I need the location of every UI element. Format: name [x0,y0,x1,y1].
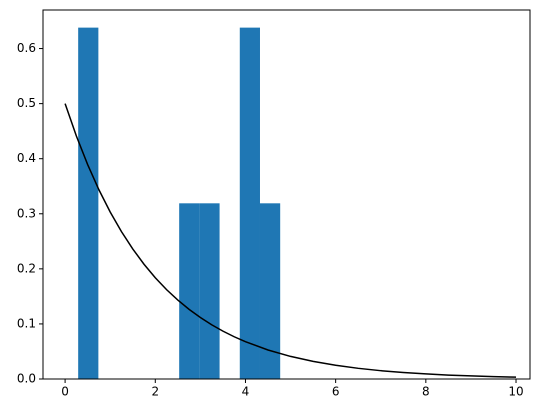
histogram-bar [239,27,260,380]
y-tick-label: 0.0 [17,372,36,386]
y-tick-label: 0.6 [17,41,36,55]
x-tick-label: 8 [422,385,430,399]
x-tick-label: 6 [332,385,340,399]
y-tick-label: 0.2 [17,261,36,275]
histogram-bar [78,27,99,380]
x-tick-label: 10 [508,385,523,399]
plot-frame [42,9,531,380]
histogram-bar [199,203,220,379]
x-tick-label: 0 [61,385,69,399]
density-line [64,103,517,378]
y-tick-label: 0.3 [17,206,36,220]
histogram-bar [259,203,281,379]
x-tick-label: 4 [242,385,250,399]
histogram-bar [179,203,200,379]
y-tick-label: 0.4 [17,151,36,165]
x-tick-label: 2 [151,385,159,399]
y-tick-label: 0.1 [17,316,36,330]
y-tick-label: 0.5 [17,96,36,110]
